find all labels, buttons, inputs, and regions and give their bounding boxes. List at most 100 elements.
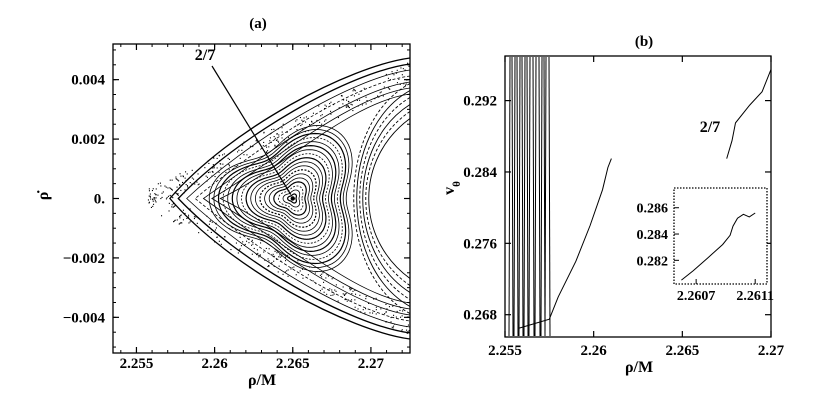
chaotic-point (212, 164, 214, 166)
chaotic-point (246, 154, 248, 156)
chaotic-point (319, 274, 321, 276)
panel-a-ytick-label: 0. (94, 192, 106, 208)
chaotic-point (401, 315, 403, 317)
chaotic-point (239, 248, 241, 250)
chaotic-point (237, 151, 239, 153)
chaotic-point (206, 215, 208, 217)
chaotic-point (237, 252, 239, 254)
chaotic-point (296, 119, 298, 121)
chaotic-point (243, 141, 245, 143)
chaotic-point (341, 95, 343, 97)
panel-b-title: (b) (635, 34, 653, 50)
chaotic-point (271, 262, 273, 264)
island-curve (259, 169, 317, 228)
chaotic-point (244, 243, 246, 245)
chaotic-point (171, 204, 173, 206)
chaotic-point (263, 251, 265, 253)
chaotic-point (193, 178, 195, 180)
chaotic-point (185, 180, 187, 182)
chaotic-point (186, 185, 188, 187)
chaotic-point (150, 206, 152, 208)
chaotic-point (269, 133, 271, 135)
chaotic-point (354, 89, 356, 91)
chaotic-point (154, 193, 156, 195)
chaotic-point (178, 223, 180, 225)
panel-b-frame (504, 55, 772, 338)
chaotic-point (342, 286, 344, 288)
chaotic-point (325, 105, 327, 107)
chaotic-point (148, 201, 150, 203)
panel-b-oscillation-line (528, 56, 531, 337)
chaotic-point (322, 272, 324, 274)
chaotic-point (395, 316, 397, 318)
chaotic-point (214, 241, 216, 243)
chaotic-point (216, 236, 218, 238)
right-lobe-curve (362, 104, 411, 293)
chaotic-point (149, 196, 151, 198)
island-curve (268, 177, 310, 220)
chaotic-point (365, 298, 367, 300)
chaotic-point (331, 289, 333, 291)
chaotic-point (274, 137, 276, 139)
chaotic-point (402, 310, 404, 312)
chaotic-point (149, 193, 151, 195)
chaotic-point (324, 120, 326, 122)
right-lobe-curve (356, 90, 411, 307)
panel-b-oscillation-line (534, 56, 537, 337)
chaotic-point (204, 167, 206, 169)
chaotic-point (177, 194, 179, 196)
chaotic-point (278, 265, 280, 267)
chaotic-point (210, 231, 212, 233)
chaotic-point (394, 323, 396, 325)
chaotic-point (186, 217, 188, 219)
chaotic-point (385, 321, 387, 323)
chaotic-point (333, 104, 335, 106)
chaotic-point (275, 139, 277, 141)
chaotic-point (165, 198, 167, 200)
chaotic-point (227, 157, 229, 159)
chaotic-point (401, 74, 403, 76)
chaotic-point (213, 166, 215, 168)
chaotic-point (152, 200, 154, 202)
chaotic-point (248, 242, 250, 244)
panel-a-xlabel: ρ/M (248, 372, 276, 389)
panel-a-separatrix (169, 57, 411, 340)
chaotic-point (220, 167, 222, 169)
chaotic-point (396, 82, 398, 84)
chaotic-point (361, 104, 363, 106)
chaotic-point (208, 162, 210, 164)
chaotic-point (405, 83, 407, 85)
chaotic-point (278, 256, 280, 258)
chaotic-point (222, 154, 224, 156)
chaotic-point (277, 271, 279, 273)
chaotic-point (383, 86, 385, 88)
chaotic-point (188, 222, 190, 224)
chaotic-point (347, 105, 349, 107)
inset-ytick-label: 0.284 (637, 228, 669, 243)
chaotic-point (307, 130, 309, 132)
chaotic-point (264, 259, 266, 261)
chaotic-point (312, 280, 314, 282)
right-lobe-curve (365, 111, 411, 286)
chaotic-point (214, 229, 216, 231)
chaotic-point (330, 110, 332, 112)
panel-b-ticks: 2.255 2.26 2.265 2.27 0.268 0.276 0.284 0.292 (463, 56, 785, 359)
chaotic-point (356, 99, 358, 101)
chaotic-point (387, 77, 389, 79)
chaotic-point (279, 254, 281, 256)
chaotic-point (291, 267, 293, 269)
chaotic-point (353, 95, 355, 97)
chaotic-point (352, 290, 354, 292)
chaotic-point (178, 180, 180, 182)
chaotic-point (266, 151, 268, 153)
chaotic-point (380, 308, 382, 310)
chaotic-point (331, 291, 333, 293)
chaotic-point (330, 101, 332, 103)
chaotic-point (352, 110, 354, 112)
chaotic-point (180, 214, 182, 216)
chaotic-point (375, 313, 377, 315)
chaotic-point (357, 105, 359, 107)
chaotic-point (316, 119, 318, 121)
chaotic-point (319, 121, 321, 123)
chaotic-point (268, 248, 270, 250)
